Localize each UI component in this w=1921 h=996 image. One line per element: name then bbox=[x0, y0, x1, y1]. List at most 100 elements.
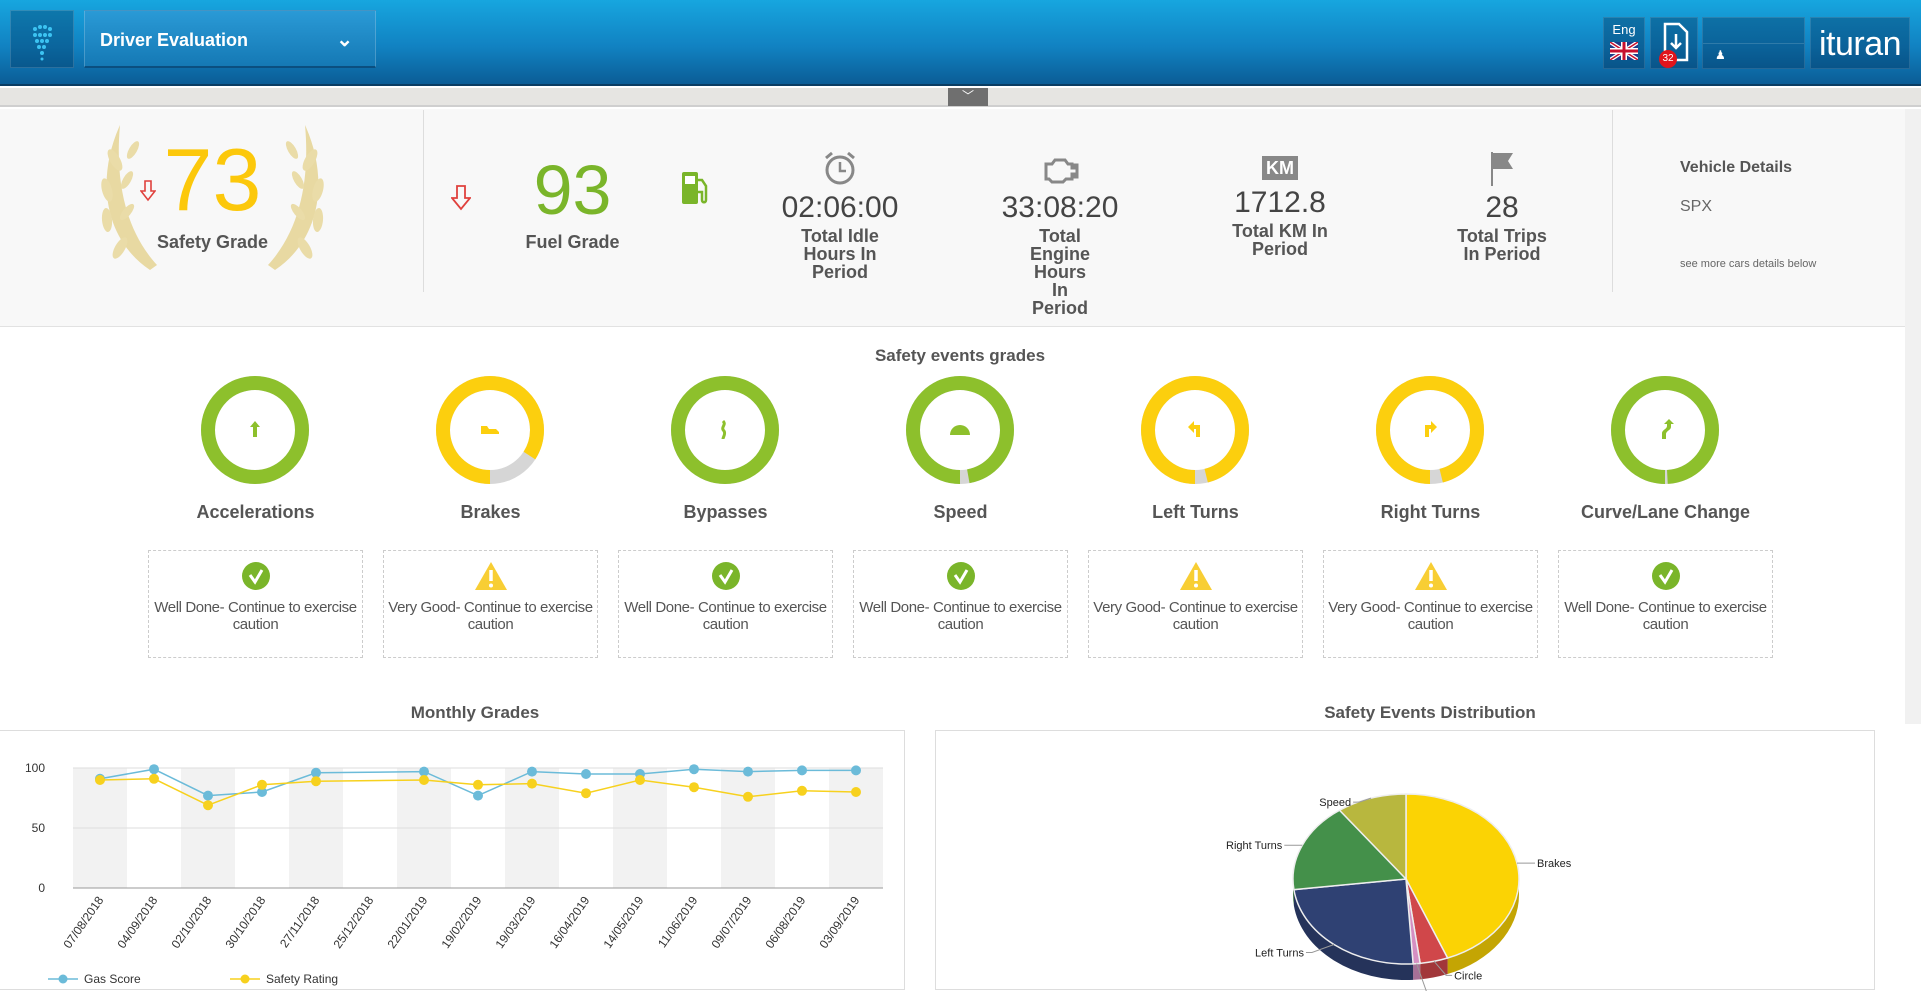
ring-3[interactable] bbox=[900, 370, 1020, 490]
grade-ring-gauge bbox=[201, 376, 309, 484]
check-circle-icon bbox=[241, 562, 270, 590]
data-point bbox=[689, 764, 699, 775]
grade-ring-gauge bbox=[671, 376, 779, 484]
pie-connector bbox=[1433, 961, 1453, 976]
event-message: Well Done- Continue to exercise caution bbox=[154, 599, 357, 633]
fuel-grade-value: 93 bbox=[533, 151, 612, 229]
x-tick-label: 14/05/2019 bbox=[601, 893, 647, 950]
x-tick-label: 22/01/2019 bbox=[385, 893, 431, 950]
grade-ring-gauge bbox=[1611, 376, 1719, 484]
trend-down-arrow-icon bbox=[451, 185, 471, 211]
vehicle-details-title: Vehicle Details bbox=[1680, 159, 1793, 176]
data-point bbox=[149, 773, 159, 784]
laurel-wreath-icon bbox=[101, 125, 324, 270]
user-menu[interactable]: ♟ bbox=[1702, 17, 1805, 69]
event-name: Curve/Lane Change bbox=[1580, 502, 1751, 522]
grade-ring-gauge bbox=[1141, 376, 1249, 484]
language-selector[interactable]: Eng bbox=[1603, 17, 1645, 69]
event-message-box: Well Done- Continue to exercise caution bbox=[1558, 550, 1773, 658]
event-message: Well Done- Continue to exercise caution bbox=[859, 599, 1062, 633]
data-point bbox=[851, 765, 861, 776]
x-tick-label: 03/09/2019 bbox=[817, 893, 863, 950]
engine-icon bbox=[1044, 158, 1079, 184]
grade-ring-gauge bbox=[1376, 376, 1484, 484]
ituran-logo: ituran bbox=[1810, 17, 1910, 69]
event-message-box: Well Done- Continue to exercise caution bbox=[853, 550, 1068, 658]
event-name: Left Turns bbox=[1152, 502, 1239, 522]
data-point bbox=[743, 766, 753, 777]
data-point bbox=[149, 764, 159, 775]
see-more-link[interactable]: see more cars details below bbox=[1680, 258, 1817, 270]
total-km-stat: KM 1712.8 Total KM In Period bbox=[1200, 150, 1360, 260]
safety-events-title: Safety events grades bbox=[874, 346, 1046, 365]
x-tick-label: 11/06/2019 bbox=[655, 893, 701, 950]
y-tick-label: 100 bbox=[25, 761, 45, 775]
fuel-grade-label: Fuel Grade bbox=[525, 232, 620, 252]
chevron-down-icon: ⌄ bbox=[336, 29, 353, 51]
event-message-box: Well Done- Continue to exercise caution bbox=[618, 550, 833, 658]
pie-label: Circle bbox=[1454, 970, 1482, 982]
engine-hours-value: 33:08:20 bbox=[1001, 191, 1119, 224]
data-point bbox=[419, 775, 429, 785]
notification-badge: 32 bbox=[1659, 50, 1677, 68]
pie-slice bbox=[1338, 793, 1407, 881]
total-trips-label: Total Trips In Period bbox=[1457, 226, 1547, 264]
download-report-button[interactable]: 32 bbox=[1650, 17, 1698, 69]
event-name: Bypasses bbox=[683, 502, 768, 522]
collapse-handle[interactable]: ﹀ bbox=[948, 88, 988, 106]
event-name: Right Turns bbox=[1380, 502, 1481, 522]
app-menu-button[interactable] bbox=[10, 10, 74, 68]
module-dropdown-label: Driver Evaluation bbox=[100, 30, 249, 50]
language-label: Eng bbox=[1612, 22, 1636, 37]
data-point bbox=[743, 791, 753, 802]
ring-5[interactable] bbox=[1370, 370, 1490, 490]
pie-label: Left Turns bbox=[1255, 947, 1304, 959]
scrollbar[interactable] bbox=[1905, 109, 1921, 724]
grade-ring-gauge bbox=[906, 376, 1014, 484]
x-tick-label: 30/10/2018 bbox=[223, 893, 269, 950]
ring-1[interactable] bbox=[430, 370, 550, 490]
data-point bbox=[689, 782, 699, 793]
monthly-grades-chart: 0 50 100 07/08/2018 04/09/2018 02/10/2018 30/1… bbox=[0, 730, 905, 990]
event-message-box: Very Good- Continue to exercise caution bbox=[1323, 550, 1538, 658]
ring-4[interactable] bbox=[1135, 370, 1255, 490]
data-point bbox=[95, 775, 105, 785]
idle-hours-value: 02:06:00 bbox=[781, 191, 899, 224]
data-point bbox=[527, 766, 537, 777]
engine-hours-stat: 33:08:20 Total Engine Hours In Period bbox=[980, 150, 1140, 319]
uk-flag-icon bbox=[1608, 40, 1640, 62]
grade-ring-gauge bbox=[436, 376, 544, 484]
data-point bbox=[473, 790, 483, 801]
module-dropdown[interactable]: Driver Evaluation ⌄ bbox=[84, 10, 376, 68]
ring-2[interactable] bbox=[665, 370, 785, 490]
check-circle-icon bbox=[711, 562, 740, 590]
y-tick-label: 0 bbox=[38, 881, 45, 895]
pie-connector bbox=[1416, 963, 1429, 996]
event-message: Very Good- Continue to exercise caution bbox=[1093, 599, 1298, 633]
x-tick-label: 04/09/2018 bbox=[115, 893, 161, 950]
data-point bbox=[257, 787, 267, 797]
total-trips-stat: 28 Total Trips In Period bbox=[1422, 150, 1582, 265]
vehicle-plate[interactable]: SPX bbox=[1680, 198, 1713, 215]
event-name: Speed bbox=[933, 502, 988, 522]
fuel-pump-icon bbox=[682, 172, 708, 204]
event-message: Well Done- Continue to exercise caution bbox=[624, 599, 827, 633]
x-tick-label: 06/08/2019 bbox=[763, 893, 809, 950]
safety-distribution-title: Safety Events Distribution bbox=[1324, 703, 1536, 722]
data-point bbox=[257, 779, 267, 790]
data-point bbox=[203, 800, 213, 811]
logo-icon bbox=[33, 25, 52, 61]
flag-icon bbox=[1491, 152, 1513, 186]
ring-0[interactable] bbox=[195, 370, 315, 490]
data-point bbox=[797, 765, 807, 776]
data-point bbox=[581, 788, 591, 799]
event-type-icon bbox=[250, 421, 260, 437]
pie-slice-side bbox=[1420, 958, 1448, 980]
data-point bbox=[311, 767, 321, 778]
ring-6[interactable] bbox=[1605, 370, 1725, 490]
user-icon: ♟ bbox=[1715, 48, 1726, 62]
data-point bbox=[527, 778, 537, 789]
safety-distribution-chart: BrakesCircleCurve/Lane ChangeLeft TurnsR… bbox=[935, 730, 1875, 996]
trend-down-arrow-icon bbox=[140, 180, 156, 202]
data-point bbox=[851, 787, 861, 797]
